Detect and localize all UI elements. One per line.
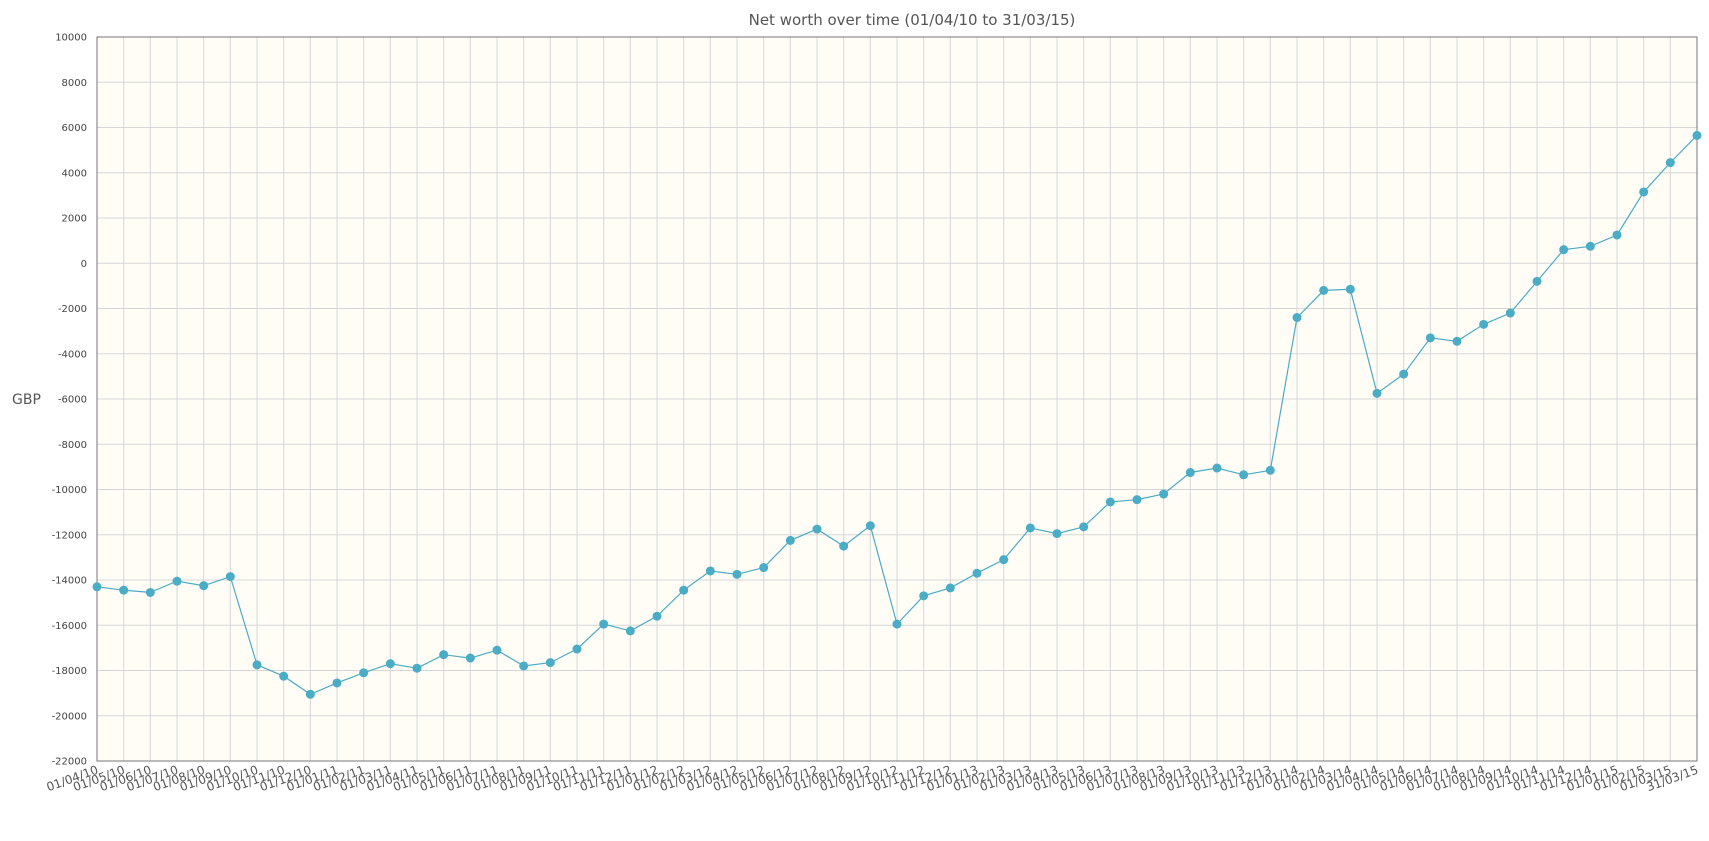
data-point[interactable] <box>1239 470 1249 480</box>
data-point[interactable] <box>1212 463 1222 473</box>
data-point[interactable] <box>599 619 609 629</box>
data-point[interactable] <box>892 619 902 629</box>
data-point[interactable] <box>1185 468 1195 478</box>
data-point[interactable] <box>945 583 955 593</box>
data-point[interactable] <box>1132 495 1142 505</box>
data-point[interactable] <box>972 568 982 578</box>
y-tick-label: -2000 <box>58 304 87 315</box>
y-tick-label: -16000 <box>52 621 87 632</box>
data-point[interactable] <box>1639 187 1649 197</box>
data-point[interactable] <box>812 524 822 534</box>
data-point[interactable] <box>439 650 449 660</box>
data-point[interactable] <box>1665 158 1675 168</box>
data-point[interactable] <box>1159 489 1169 499</box>
x-tick-labels: 01/04/1001/05/1001/06/1001/07/1001/08/10… <box>45 763 1700 795</box>
data-point[interactable] <box>1372 388 1382 398</box>
data-point[interactable] <box>625 626 635 636</box>
data-point[interactable] <box>1612 230 1622 240</box>
data-point[interactable] <box>572 644 582 654</box>
chart-title: Net worth over time (01/04/10 to 31/03/1… <box>749 11 1076 29</box>
net-worth-points <box>92 130 1702 699</box>
data-point[interactable] <box>145 587 155 597</box>
data-point[interactable] <box>1105 497 1115 507</box>
data-point[interactable] <box>1292 313 1302 323</box>
y-tick-label: -18000 <box>52 666 87 677</box>
data-point[interactable] <box>652 611 662 621</box>
data-point[interactable] <box>1479 319 1489 329</box>
y-tick-label: -12000 <box>52 530 87 541</box>
y-tick-label: -22000 <box>52 757 87 768</box>
y-axis-label: GBP <box>12 392 41 408</box>
y-tick-label: -10000 <box>52 485 87 496</box>
data-point[interactable] <box>919 591 929 601</box>
data-point[interactable] <box>839 541 849 551</box>
data-point[interactable] <box>545 658 555 668</box>
y-tick-label: 0 <box>81 259 87 270</box>
y-tick-label: -4000 <box>58 349 87 360</box>
data-point[interactable] <box>1319 285 1329 295</box>
data-point[interactable] <box>492 645 502 655</box>
y-tick-label: 4000 <box>62 168 87 179</box>
data-point[interactable] <box>759 563 769 573</box>
y-tick-label: 2000 <box>62 214 87 225</box>
plot-border <box>96 36 1698 762</box>
y-tick-labels: 10000 8000 6000 4000 2000 0 -2000 -4000 -6000 -80… <box>52 33 87 768</box>
data-point[interactable] <box>359 668 369 678</box>
data-point[interactable] <box>305 689 315 699</box>
data-point[interactable] <box>1399 369 1409 379</box>
data-point[interactable] <box>332 678 342 688</box>
data-point[interactable] <box>1585 241 1595 251</box>
data-point[interactable] <box>785 535 795 545</box>
data-point[interactable] <box>1452 336 1462 346</box>
data-point[interactable] <box>252 660 262 670</box>
data-point[interactable] <box>465 653 475 663</box>
data-point[interactable] <box>732 569 742 579</box>
data-point[interactable] <box>1052 529 1062 539</box>
data-point[interactable] <box>92 582 102 592</box>
data-point[interactable] <box>1079 522 1089 532</box>
data-point[interactable] <box>119 585 129 595</box>
data-point[interactable] <box>1692 130 1702 140</box>
data-point[interactable] <box>999 555 1009 565</box>
data-point[interactable] <box>1345 284 1355 294</box>
data-point[interactable] <box>1265 465 1275 475</box>
y-gridlines <box>97 36 1697 762</box>
data-point[interactable] <box>1425 333 1435 343</box>
data-point[interactable] <box>199 581 209 591</box>
data-point[interactable] <box>705 566 715 576</box>
y-tick-label: 10000 <box>55 33 87 44</box>
data-point[interactable] <box>865 521 875 531</box>
data-point[interactable] <box>1532 276 1542 286</box>
y-tick-label: -20000 <box>52 711 87 722</box>
data-point[interactable] <box>412 663 422 673</box>
y-tick-label: 6000 <box>62 123 87 134</box>
data-point[interactable] <box>172 576 182 586</box>
data-point[interactable] <box>1559 245 1569 255</box>
data-point[interactable] <box>385 659 395 669</box>
y-tick-label: -6000 <box>58 395 87 406</box>
data-point[interactable] <box>1505 308 1515 318</box>
data-point[interactable] <box>225 572 235 582</box>
y-tick-label: -14000 <box>52 576 87 587</box>
y-tick-label: 8000 <box>62 78 87 89</box>
data-point[interactable] <box>519 661 529 671</box>
data-point[interactable] <box>279 671 289 681</box>
data-point[interactable] <box>1025 523 1035 533</box>
y-tick-label: -8000 <box>58 440 87 451</box>
data-point[interactable] <box>679 585 689 595</box>
